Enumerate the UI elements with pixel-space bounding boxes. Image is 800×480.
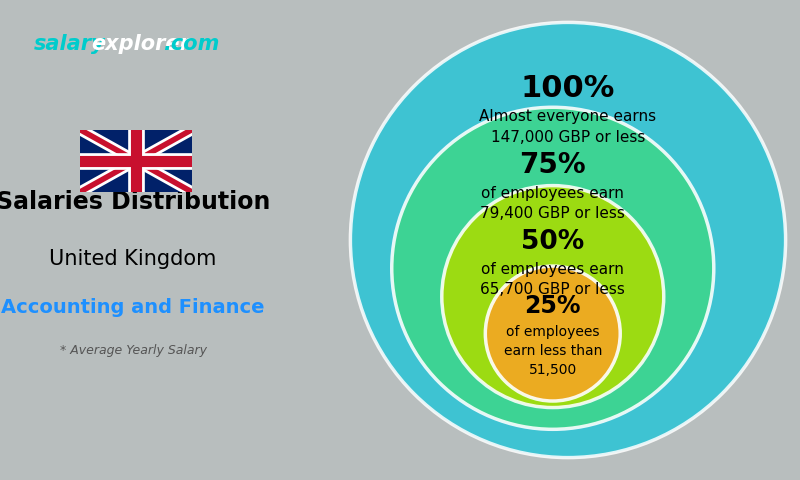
Text: * Average Yearly Salary: * Average Yearly Salary <box>60 344 206 357</box>
Text: explorer: explorer <box>91 34 190 54</box>
Text: Salaries Distribution: Salaries Distribution <box>0 190 270 214</box>
Text: Accounting and Finance: Accounting and Finance <box>2 298 265 317</box>
Circle shape <box>486 266 620 401</box>
Text: 25%: 25% <box>525 294 581 318</box>
Circle shape <box>442 186 664 408</box>
Circle shape <box>350 23 786 457</box>
Text: salaryexplorer.com: salaryexplorer.com <box>34 34 258 54</box>
Text: 100%: 100% <box>521 74 615 103</box>
Text: of employees
earn less than
51,500: of employees earn less than 51,500 <box>503 325 602 377</box>
Text: 75%: 75% <box>519 151 586 179</box>
Circle shape <box>392 107 714 429</box>
Text: of employees earn
65,700 GBP or less: of employees earn 65,700 GBP or less <box>480 262 626 297</box>
Text: 50%: 50% <box>521 229 584 255</box>
Text: of employees earn
79,400 GBP or less: of employees earn 79,400 GBP or less <box>480 186 626 221</box>
Text: salary: salary <box>34 34 106 54</box>
Text: United Kingdom: United Kingdom <box>50 249 217 269</box>
Text: Almost everyone earns
147,000 GBP or less: Almost everyone earns 147,000 GBP or les… <box>479 109 657 145</box>
Text: .com: .com <box>162 34 219 54</box>
